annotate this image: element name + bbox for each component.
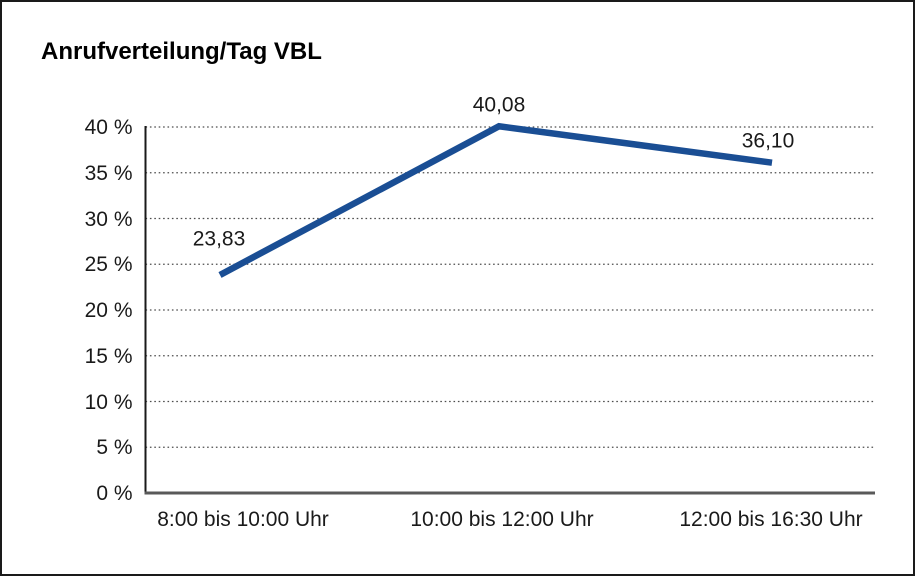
data-series-line	[218, 122, 773, 278]
y-axis-tick-label-30: 30 %	[84, 207, 133, 231]
y-axis-tick-label-35: 35 %	[84, 161, 133, 185]
x-axis-category-label-2: 12:00 bis 16:30 Uhr	[679, 508, 863, 531]
y-axis-tick-label-15: 15 %	[84, 344, 133, 368]
data-point-label-2: 36,10	[741, 129, 795, 153]
chart-title: Anrufverteilung/Tag VBL	[41, 38, 322, 65]
y-axis-tick-label-25: 25 %	[84, 253, 133, 277]
x-axis-category-label-1: 10:00 bis 12:00 Uhr	[410, 508, 594, 531]
x-axis-category-label-0: 8:00 bis 10:00 Uhr	[157, 508, 329, 531]
data-point-label-0: 23,83	[192, 227, 246, 251]
y-axis-tick-label-20: 20 %	[84, 299, 133, 322]
y-axis-tick-label-5: 5 %	[96, 436, 133, 460]
y-axis-tick-label-10: 10 %	[84, 390, 133, 414]
y-axis-tick-label-0: 0 %	[96, 482, 133, 505]
y-axis-tick-label-40: 40 %	[84, 116, 133, 139]
data-point-label-1: 40,08	[472, 93, 526, 117]
